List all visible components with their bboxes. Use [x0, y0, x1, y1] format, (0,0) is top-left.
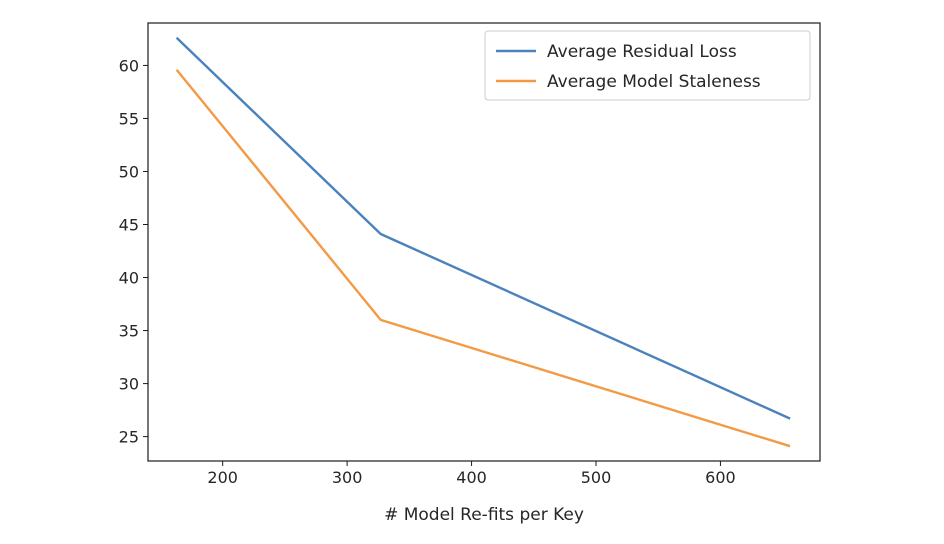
y-tick-label: 35 — [119, 322, 139, 341]
x-tick-label: 400 — [456, 468, 487, 487]
y-tick-label: 60 — [119, 56, 139, 75]
legend-label: Average Residual Loss — [547, 42, 737, 62]
legend: Average Residual Loss Average Model Stale… — [484, 30, 811, 101]
y-tick-label: 40 — [119, 269, 139, 288]
x-axis-label: # Model Re-fits per Key — [384, 505, 584, 525]
y-tick-label: 50 — [119, 162, 139, 181]
series-line-1 — [175, 36, 791, 420]
x-tick-label: 300 — [332, 468, 363, 487]
x-tick-label: 600 — [705, 468, 736, 487]
plot-area — [175, 36, 791, 448]
x-tick-label: 200 — [207, 468, 238, 487]
legend-label: Average Model Staleness — [547, 72, 761, 92]
legend-box — [484, 30, 811, 101]
x-tick-label: 500 — [581, 468, 612, 487]
axes-frame — [147, 22, 821, 462]
series-line-2 — [175, 68, 791, 448]
y-tick-label: 25 — [119, 428, 139, 447]
x-axis-ticks: 200 300 400 500 600 — [207, 461, 736, 487]
y-tick-label: 45 — [119, 216, 139, 235]
y-axis-ticks: 25 30 35 40 45 50 55 60 — [119, 56, 148, 447]
y-tick-label: 55 — [119, 109, 139, 128]
y-tick-label: 30 — [119, 375, 139, 394]
